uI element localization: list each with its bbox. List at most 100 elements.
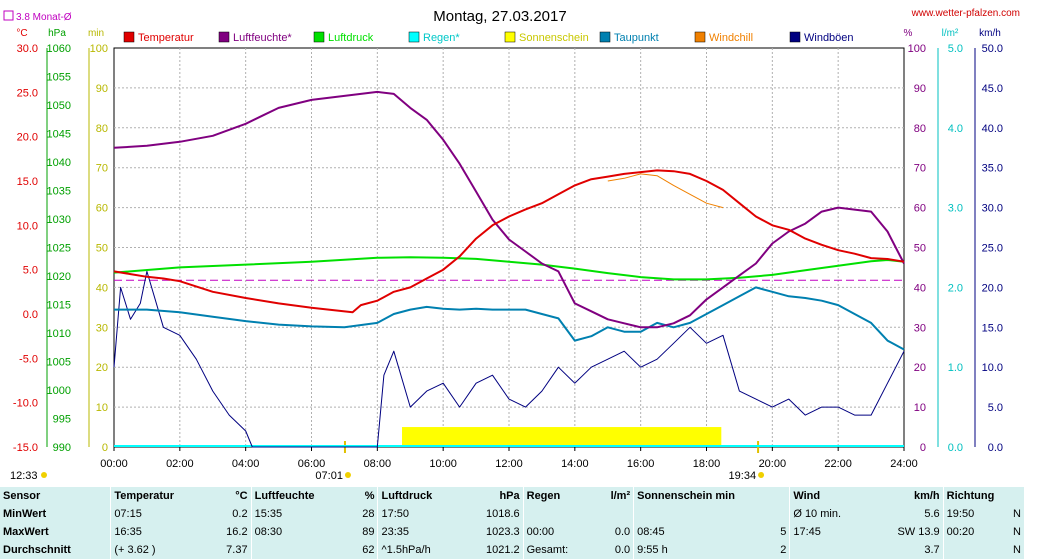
axis-tick-label-humidity: 60 (914, 203, 926, 215)
axis-tick-label-wind: 40.0 (982, 123, 1003, 135)
axis-tick-label-rain: 1.0 (948, 362, 963, 374)
stats-header-cell: Regen (526, 490, 561, 502)
sunrise-icon (344, 472, 351, 478)
axis-tick-label-wind: 5.0 (988, 402, 1003, 414)
axis-tick-label-rain: 3.0 (948, 203, 963, 215)
legend-swatch (313, 31, 325, 43)
stats-sun-time: 9:55 h (637, 544, 668, 556)
stats-temp-value: 7.37 (209, 541, 252, 559)
legend-label: Sonnenschein (519, 32, 589, 44)
axis-tick-label-minutes: 90 (96, 83, 108, 95)
grid (114, 48, 904, 447)
stats-rain-time: 00:00 (526, 526, 555, 538)
stats-dir-cell: 19:50 N (943, 505, 1024, 523)
stats-wind-value: SW 13.9 (870, 523, 944, 541)
axis-tick-label-minutes: 100 (90, 43, 108, 55)
axis-tick-label-humidity: 20 (914, 362, 926, 374)
sunset-icon (758, 472, 765, 478)
windchill-line (607, 173, 724, 209)
axis-tick-label-temp: 30.0 (17, 43, 38, 55)
legend-label: Taupunkt (614, 32, 659, 44)
stats-rain-time (523, 505, 595, 523)
stats-sun-value: 2 (780, 544, 787, 556)
x-tick-label: 08:00 (364, 458, 392, 470)
stats-temp-value: 0.2 (209, 505, 252, 523)
stats-header-cell: Luftfeuchte (254, 490, 315, 502)
axis-tick-label-minutes: 10 (96, 402, 108, 414)
axis-tick-label-wind: 25.0 (982, 243, 1003, 255)
stats-temp-time: 07:15 (114, 508, 142, 520)
axis-tick-label-wind: 35.0 (982, 163, 1003, 175)
axis-tick-label-humidity: 50 (914, 243, 926, 255)
stats-wind-time: Ø 10 min. (793, 508, 842, 520)
axis-unit-pressure: hPa (48, 28, 66, 39)
stats-row-label: Durchschnitt (0, 541, 112, 559)
axis-tick-label-humidity: 10 (914, 402, 926, 414)
stats-row: MinWert 07:15 0.2 15:35 28 17:50 1018.6 Ø 10 mi… (0, 505, 1024, 523)
stats-hum-time: 15:35 (254, 508, 283, 520)
humidity-line (113, 90, 905, 329)
stats-temp-time: (+ 3.62 ) (114, 544, 156, 556)
axis-tick-label-humidity: 70 (914, 163, 926, 175)
stats-wind-time (790, 541, 871, 559)
stats-hum-value: 62 (350, 541, 379, 559)
stats-header-cell: Wind (793, 490, 821, 502)
stats-header-cell: km/h (870, 487, 944, 505)
stats-hum-time: 08:30 (254, 526, 283, 538)
axis-tick-label-rain: 0.0 (948, 442, 963, 454)
axis-tick-label-pressure: 1050 (47, 100, 71, 112)
axis-tick-label-pressure: 1060 (47, 43, 71, 55)
axis-tick-label-pressure: 1000 (47, 385, 71, 397)
stats-pres-time: 17:50 (381, 508, 410, 520)
axis-tick-label-minutes: 30 (96, 322, 108, 334)
stats-dir-time: 19:50 (946, 508, 975, 520)
stats-header-cell: Sonnenschein min (633, 487, 791, 505)
moon-icon (41, 472, 47, 478)
axis-tick-label-humidity: 90 (914, 83, 926, 95)
axis-tick-label-wind: 15.0 (982, 322, 1003, 334)
legend-swatch (504, 31, 516, 43)
axis-tick-label-temp: -10.0 (13, 398, 38, 410)
axis-tick-label-minutes: 70 (96, 163, 108, 175)
axis-unit-temp: °C (16, 28, 27, 39)
stats-pres-time: ^1.5hPa/h (381, 544, 431, 556)
x-tick-label: 14:00 (561, 458, 589, 470)
x-tick-label: 18:00 (693, 458, 721, 470)
dewpoint-line (114, 286, 905, 351)
axis-tick-label-humidity: 0 (920, 442, 926, 454)
axis-tick-label-temp: 10.0 (17, 220, 38, 232)
stats-sun-time: 08:45 (637, 526, 665, 538)
axis-tick-label-pressure: 995 (53, 414, 71, 426)
source-link[interactable]: www.wetter-pfalzen.com (911, 8, 1020, 19)
axis-tick-label-wind: 45.0 (982, 83, 1003, 95)
legend-swatch (789, 31, 801, 43)
stats-header-cell: Temperatur (114, 490, 175, 502)
stats-rain-time: Gesamt: (526, 544, 569, 556)
axis-tick-label-pressure: 1030 (47, 214, 71, 226)
stats-rain-value: 0.0 (594, 541, 635, 559)
axis-tick-label-temp: 5.0 (23, 265, 38, 277)
axis-tick-label-temp: -5.0 (19, 353, 38, 365)
sunshine-bars (402, 427, 722, 447)
axis-tick-label-temp: -15.0 (13, 442, 38, 454)
stats-wind-value: 3.7 (870, 541, 944, 559)
stats-row: MaxWert 16:35 16.2 08:30 89 23:35 1023.3 00:00 0… (0, 523, 1024, 541)
series-layer (113, 90, 905, 448)
x-tick-label: 04:00 (232, 458, 260, 470)
stats-pres-value: 1023.3 (463, 523, 524, 541)
x-tick-label: 02:00 (166, 458, 194, 470)
legend-label: Regen* (423, 32, 460, 44)
axis-tick-label-pressure: 1045 (47, 129, 71, 141)
stats-header-cell: Sensor (0, 487, 112, 505)
stats-header-cell: l/m² (594, 487, 635, 505)
stats-wind-value: 5.6 (870, 505, 944, 523)
axis-tick-label-humidity: 80 (914, 123, 926, 135)
monthly-avg-label: 3.8 Monat-Ø (16, 12, 72, 23)
legend: Temperatur Luftfeuchte* Luftdruck Regen* Son… (123, 31, 854, 44)
stats-dir-value: N (1013, 544, 1021, 556)
axis-tick-label-temp: 15.0 (17, 176, 38, 188)
axis-tick-label-wind: 10.0 (982, 362, 1003, 374)
axis-tick-label-pressure: 1020 (47, 271, 71, 283)
stats-hum-value: 89 (350, 523, 379, 541)
stats-pres-value: 1018.6 (463, 505, 524, 523)
